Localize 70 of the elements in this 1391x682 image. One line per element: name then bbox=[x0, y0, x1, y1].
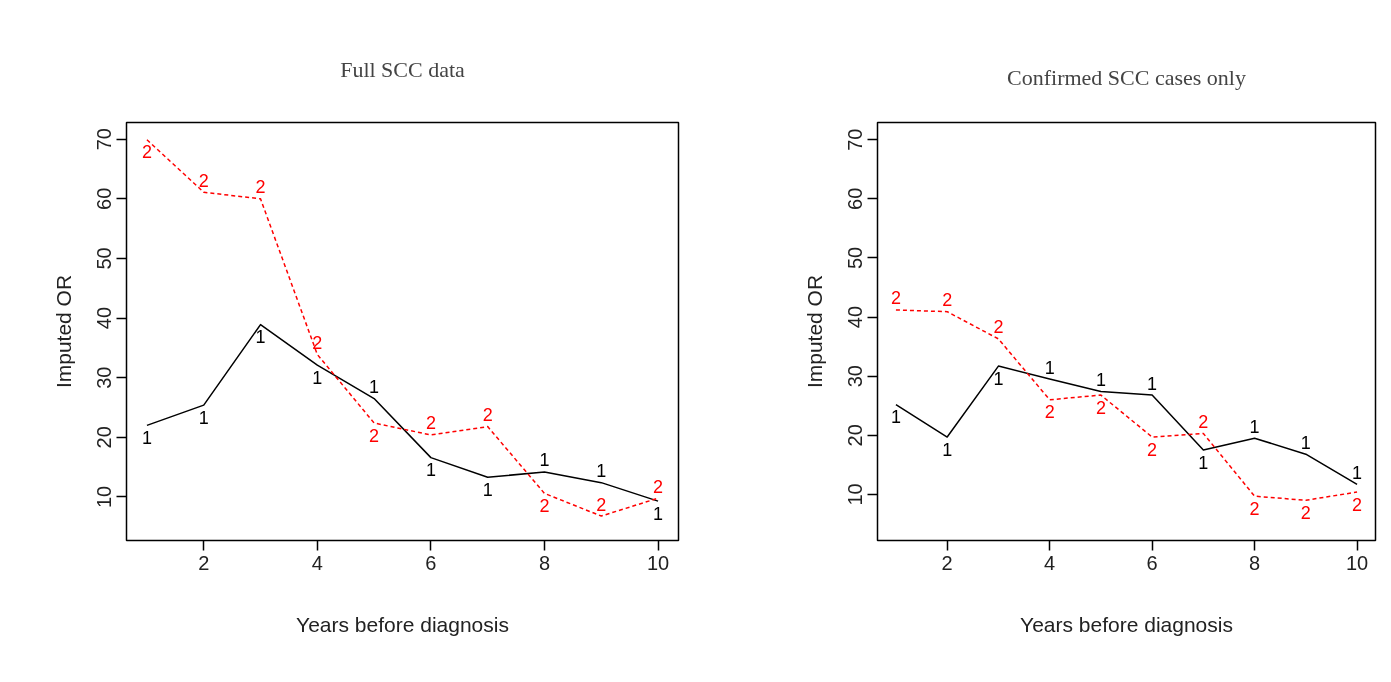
x-axis-title: Years before diagnosis bbox=[1020, 612, 1233, 636]
text: 1 bbox=[890, 407, 901, 428]
x-tick-label: 4 bbox=[311, 551, 323, 574]
text: 2 bbox=[653, 476, 664, 497]
series-label: 1 bbox=[1300, 432, 1311, 453]
y-tick-label: 30 bbox=[93, 366, 116, 389]
text: 1 bbox=[369, 377, 380, 398]
text: 1 bbox=[1352, 462, 1363, 483]
text: 1 bbox=[1095, 370, 1106, 391]
text: 1 bbox=[539, 450, 550, 471]
y-tick-label: 10 bbox=[93, 485, 116, 509]
text: 1 bbox=[312, 367, 323, 388]
text: 1 bbox=[482, 479, 493, 500]
y-tick-label: 40 bbox=[844, 305, 867, 329]
x-tick-label: 6 bbox=[1146, 551, 1158, 574]
text: 2 bbox=[1095, 397, 1106, 418]
text: 2 bbox=[312, 332, 323, 353]
chart-title: Confirmed SCC cases only bbox=[1007, 64, 1246, 90]
text: 1 bbox=[653, 503, 664, 524]
text: 2 bbox=[1198, 411, 1209, 432]
y-tick-label: 50 bbox=[844, 246, 867, 270]
text: 1 bbox=[993, 368, 1004, 389]
x-tick-label: 4 bbox=[1044, 551, 1056, 574]
text: 2 bbox=[1300, 502, 1311, 523]
x-tick-label: 2 bbox=[941, 551, 953, 574]
text: 2 bbox=[198, 170, 209, 191]
x-axis-title: Years before diagnosis bbox=[296, 612, 509, 636]
text: 2 bbox=[539, 495, 550, 516]
y-tick-label: 10 bbox=[844, 483, 867, 506]
x-tick-label: 10 bbox=[1345, 551, 1369, 574]
text: 2 bbox=[369, 425, 380, 446]
y-axis-title: Imputed OR bbox=[51, 274, 75, 389]
text: 2 bbox=[1249, 498, 1260, 519]
y-axis-title: Imputed OR bbox=[802, 274, 826, 389]
text: 1 bbox=[942, 439, 953, 460]
series-label: 2 bbox=[993, 317, 1004, 338]
series-label: 2 bbox=[596, 494, 607, 515]
x-tick-label: 8 bbox=[1249, 551, 1261, 574]
y-tick-label: 70 bbox=[93, 128, 116, 151]
text: 2 bbox=[141, 142, 152, 163]
y-tick-label: 60 bbox=[93, 187, 116, 210]
text: 2 bbox=[1147, 439, 1158, 460]
y-tick-label: 60 bbox=[844, 187, 867, 210]
y-tick-label: 20 bbox=[93, 426, 116, 449]
text: 1 bbox=[425, 460, 436, 481]
text: 2 bbox=[1044, 402, 1055, 423]
chart-title: Full SCC data bbox=[340, 56, 466, 82]
text: 1 bbox=[255, 327, 266, 348]
text: 2 bbox=[1352, 494, 1363, 515]
x-tick-label: 10 bbox=[646, 551, 670, 574]
text: 2 bbox=[942, 290, 953, 311]
text: 2 bbox=[425, 413, 436, 434]
legend-label: 1 bbox=[141, 427, 152, 448]
text: 2 bbox=[482, 405, 493, 426]
text: 1 bbox=[1147, 373, 1158, 394]
text: 1 bbox=[1249, 416, 1260, 437]
y-tick-label: 40 bbox=[93, 306, 116, 330]
x-tick-label: 2 bbox=[198, 551, 210, 574]
x-tick-label: 8 bbox=[538, 551, 551, 574]
y-tick-label: 20 bbox=[844, 424, 867, 447]
y-tick-label: 50 bbox=[93, 247, 116, 270]
text: 1 bbox=[198, 407, 209, 428]
text: 1 bbox=[596, 461, 607, 482]
x-tick-label: 6 bbox=[425, 551, 437, 574]
text: 1 bbox=[1044, 357, 1055, 378]
text: 2 bbox=[255, 177, 266, 198]
text: 1 bbox=[1198, 452, 1209, 473]
y-tick-label: 70 bbox=[844, 128, 867, 151]
text: 2 bbox=[890, 288, 901, 309]
y-tick-label: 30 bbox=[844, 365, 867, 388]
